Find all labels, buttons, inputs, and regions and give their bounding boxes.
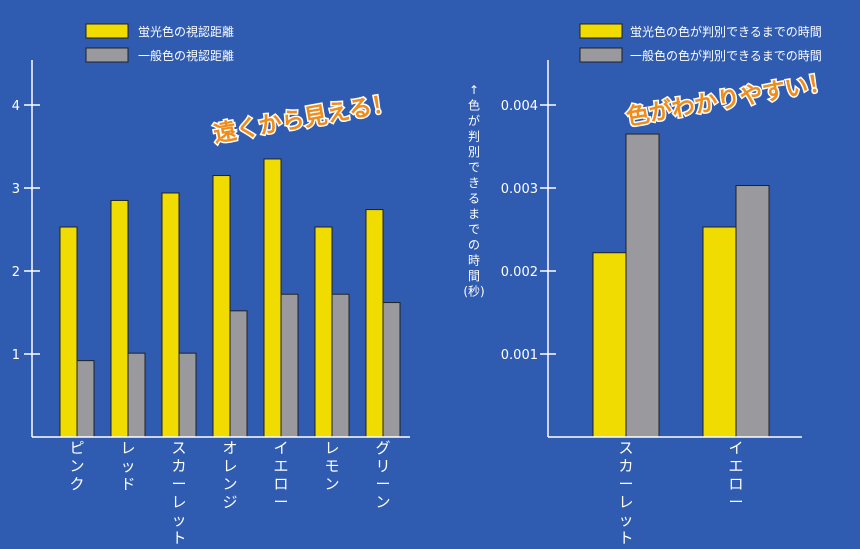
bar-fluorescent [59, 226, 78, 438]
bar-fluorescent [110, 199, 129, 438]
bar-fluorescent [592, 252, 627, 438]
bar-normal [331, 293, 350, 438]
callout-annotation: 遠くから見える！ [211, 89, 396, 147]
bar-fluorescent [263, 158, 282, 438]
y-tick-label: 4 [12, 99, 20, 114]
bar-normal [178, 352, 197, 438]
legend-swatch-normal [579, 47, 623, 63]
x-tick-label: レッド [120, 439, 135, 493]
y-tick-label: 0.001 [501, 348, 538, 363]
bar-fluorescent [161, 192, 180, 438]
bar-normal [229, 310, 248, 438]
x-tick-label: レモン [324, 439, 339, 493]
bar-normal [625, 133, 660, 438]
legend-label-fluorescent: 蛍光色の視認距離 [138, 24, 234, 39]
y-tick-label: 3 [12, 182, 20, 197]
legend-label-normal: 一般色の色が判別できるまでの時間 [630, 48, 822, 63]
bar-fluorescent [212, 175, 231, 438]
y-axis-label: ↑色が判別できるまでの時間(秒) [463, 83, 484, 299]
x-tick-label: スカーレット [618, 439, 633, 547]
callout-annotation: 色がわかりやすい！ [624, 68, 833, 131]
bar-normal [76, 360, 95, 438]
y-tick-label: 2 [12, 265, 20, 280]
x-tick-label: ピンク [69, 439, 84, 493]
y-tick-label: 1 [12, 348, 20, 363]
bar-normal [280, 293, 299, 438]
bar-normal [127, 352, 146, 438]
legend-swatch-fluorescent [85, 23, 129, 39]
y-tick-label: 0.002 [501, 265, 538, 280]
x-tick-label: イエロー [273, 439, 288, 511]
bar-fluorescent [314, 226, 333, 438]
legend-swatch-normal [85, 47, 129, 63]
legend-label-fluorescent: 蛍光色の色が判別できるまでの時間 [630, 24, 822, 39]
x-tick-label: オレンジ [222, 439, 237, 511]
x-tick-label: スカーレット [171, 439, 186, 547]
legend-label-normal: 一般色の視認距離 [138, 48, 234, 63]
x-tick-label: イエロー [728, 439, 743, 511]
y-tick-label: 0.004 [501, 99, 538, 114]
bar-fluorescent [365, 209, 384, 438]
bar-fluorescent [702, 226, 737, 438]
legend-swatch-fluorescent [579, 23, 623, 39]
bar-normal [382, 302, 401, 438]
x-tick-label: グリーン [375, 439, 390, 511]
bar-normal [735, 185, 770, 438]
y-tick-label: 0.003 [501, 182, 538, 197]
